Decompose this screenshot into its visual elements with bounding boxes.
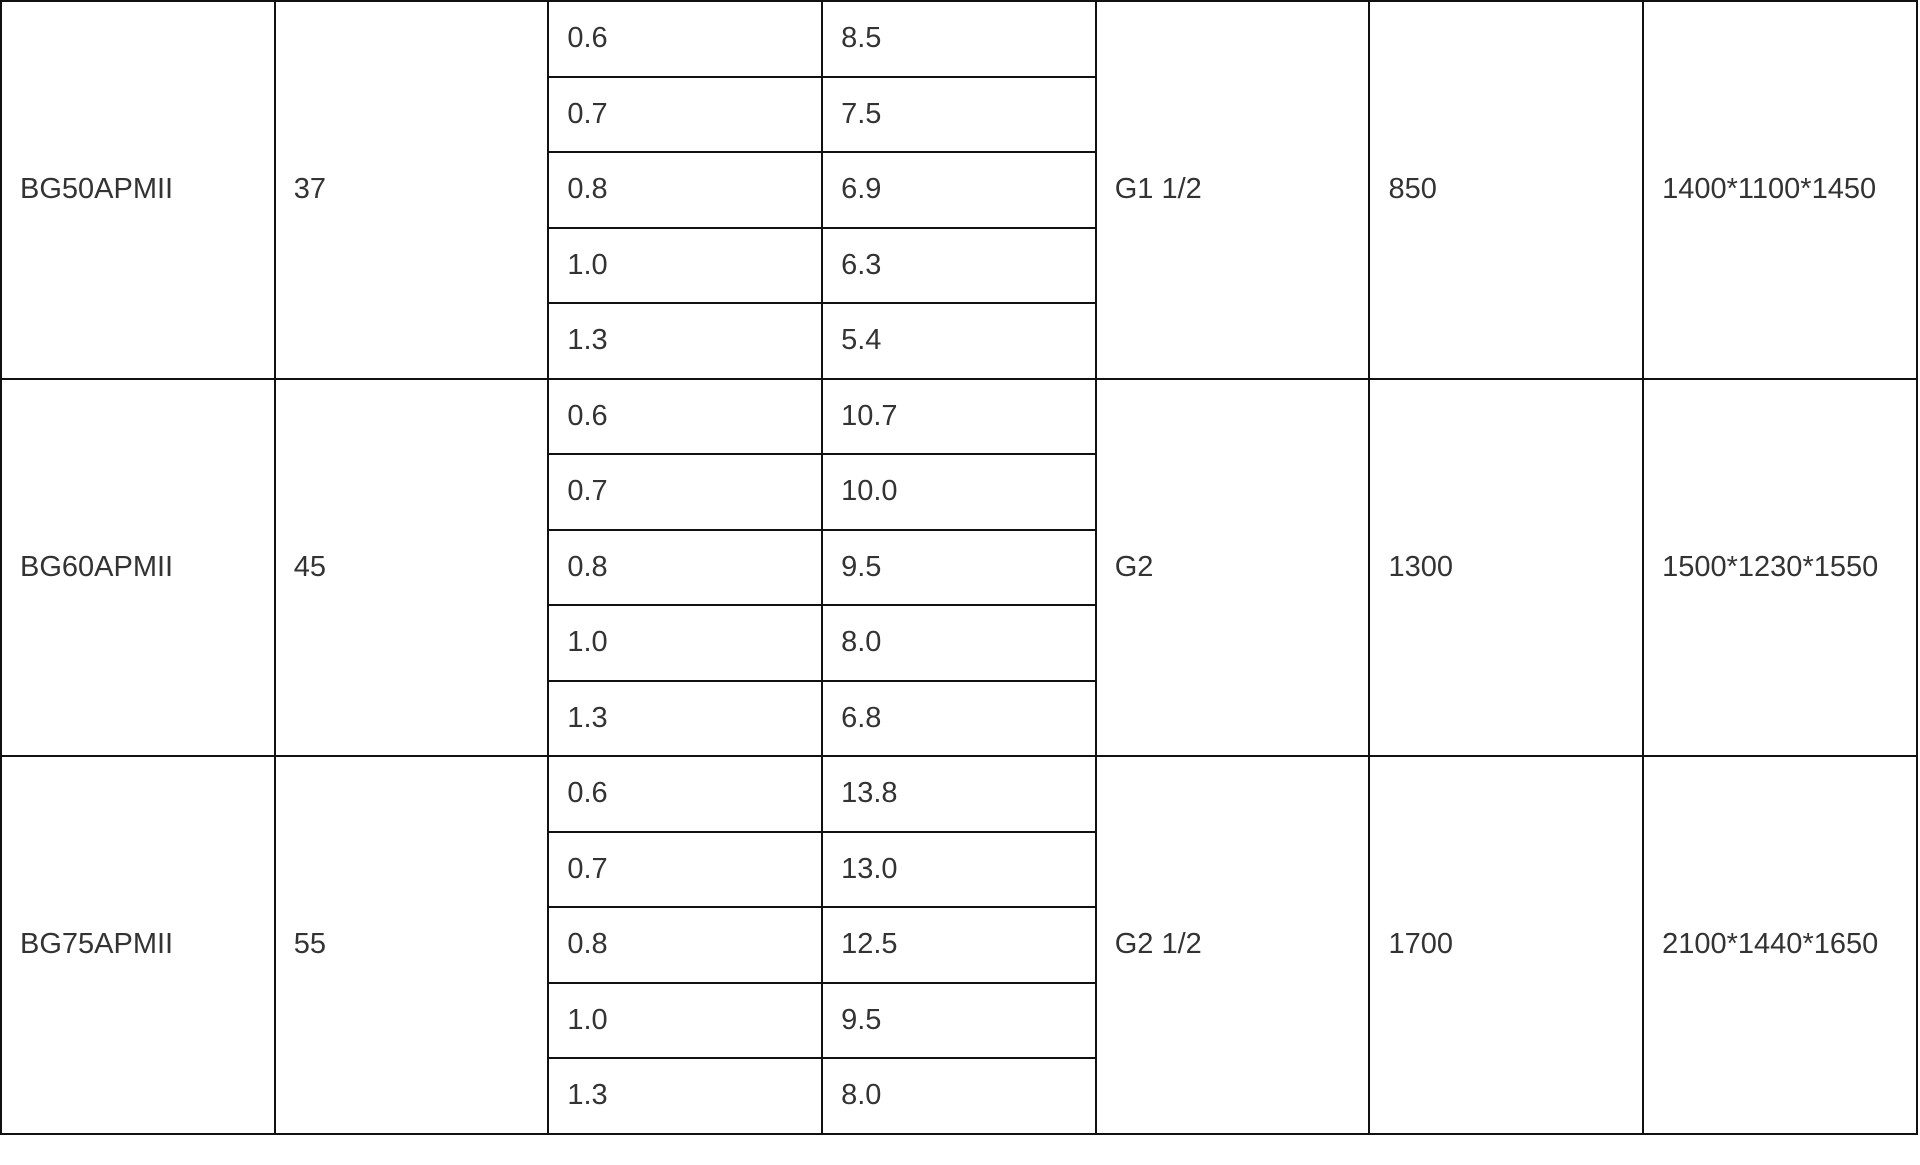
outlet-cell: G1 1/2	[1094, 0, 1371, 380]
flow-cell: 12.5	[821, 906, 1097, 984]
pressure-cell: 1.0	[547, 981, 824, 1059]
dimensions-cell-text: 1400*1100*1450	[1662, 173, 1877, 206]
flow-cell: 6.3	[821, 226, 1097, 304]
table-row: 0.8 6.9	[1, 151, 1917, 229]
table-row: BG60APMII 45 0.6 10.7 G2 1300 1500*1230*1550	[0, 377, 1918, 757]
flow-cell: 8.0	[821, 604, 1097, 682]
flow-cell: 10.7	[821, 377, 1097, 455]
table-row: 1.0 8.0	[1, 604, 1917, 682]
dimensions-cell: 2100*1440*1650	[1642, 755, 1918, 1135]
table-row: 0.7 13.0	[1, 830, 1917, 908]
spec-table: BG50APMII 37 0.6 8.5 G1 1/2 850 1400*1100*1450…	[0, 0, 1918, 1135]
pressure-cell: 0.7	[547, 453, 824, 531]
dimensions-cell: 1400*1100*1450	[1642, 0, 1918, 380]
model-cell: BG50APMII	[0, 0, 276, 380]
flow-cell: 9.5	[821, 981, 1097, 1059]
flow-cell: 8.5	[821, 0, 1097, 78]
table-row: 1.3 5.4	[1, 302, 1917, 380]
table-row: 1.0 6.3	[1, 226, 1917, 304]
flow-cell: 9.5	[821, 528, 1097, 606]
flow-cell: 13.0	[821, 830, 1097, 908]
table-row: 1.3 8.0	[1, 1057, 1917, 1135]
pressure-cell: 1.3	[547, 302, 824, 380]
table-row: 1.3 6.8	[1, 679, 1917, 757]
table-row: BG50APMII 37 0.6 8.5 G1 1/2 850 1400*1100*1450	[0, 0, 1918, 380]
pressure-cell: 0.6	[547, 377, 824, 455]
dimensions-cell-text: 1500*1230*1550	[1662, 550, 1879, 583]
pressure-cell: 1.3	[547, 1057, 824, 1135]
pressure-cell: 0.7	[547, 75, 824, 153]
pressure-cell: 0.8	[547, 528, 824, 606]
table-row: BG75APMII 55 0.6 13.8 G2 1/2 1700 2100*1440*16…	[0, 755, 1918, 1135]
outlet-cell: G2 1/2	[1094, 755, 1371, 1135]
weight-cell: 1300	[1368, 377, 1645, 757]
flow-cell: 7.5	[821, 75, 1097, 153]
pressure-cell: 0.7	[547, 830, 824, 908]
pressure-cell: 0.8	[547, 151, 824, 229]
flow-cell: 8.0	[821, 1057, 1097, 1135]
flow-cell: 6.9	[821, 151, 1097, 229]
dimensions-cell-text: 2100*1440*1650	[1662, 928, 1879, 961]
pressure-cell: 1.3	[547, 679, 824, 757]
weight-cell: 1700	[1368, 755, 1645, 1135]
dimensions-cell: 1500*1230*1550	[1642, 377, 1918, 757]
pressure-cell: 0.8	[547, 906, 824, 984]
weight-cell: 850	[1368, 0, 1645, 380]
pressure-cell: 1.0	[547, 226, 824, 304]
model-cell: BG60APMII	[0, 377, 276, 757]
table-row: 0.8 12.5	[1, 906, 1917, 984]
table-row: 1.0 9.5	[1, 981, 1917, 1059]
power-cell: 37	[273, 0, 550, 380]
model-cell: BG75APMII	[0, 755, 276, 1135]
flow-cell: 6.8	[821, 679, 1097, 757]
pressure-cell: 1.0	[547, 604, 824, 682]
flow-cell: 13.8	[821, 755, 1097, 833]
flow-cell: 5.4	[821, 302, 1097, 380]
table-row: 0.8 9.5	[1, 528, 1917, 606]
power-cell: 55	[273, 755, 550, 1135]
table-row: 0.7 7.5	[1, 75, 1917, 153]
outlet-cell: G2	[1094, 377, 1371, 757]
flow-cell: 10.0	[821, 453, 1097, 531]
pressure-cell: 0.6	[547, 755, 824, 833]
table-row: 0.7 10.0	[1, 453, 1917, 531]
power-cell: 45	[273, 377, 550, 757]
pressure-cell: 0.6	[547, 0, 824, 78]
